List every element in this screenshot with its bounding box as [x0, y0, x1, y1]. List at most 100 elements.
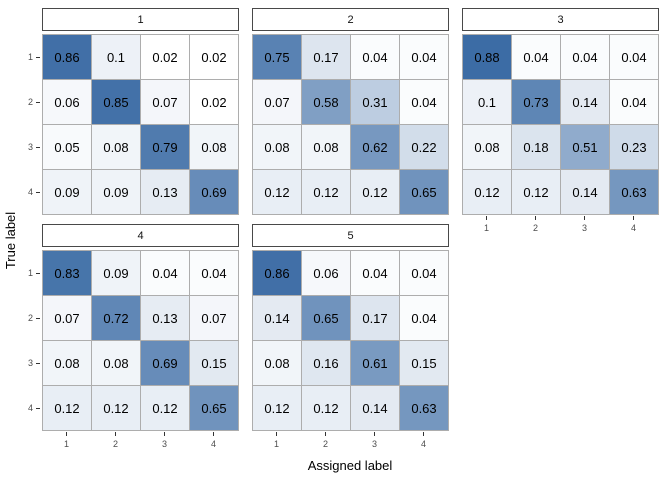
y-tick-label: 2: [27, 313, 33, 323]
x-tick-mark: [423, 432, 424, 436]
confusion-matrix-grid: 0.86 0.1 0.02 0.02 0.06 0.85 0.07 0.02 0.05 0.08 0…: [28, 34, 239, 215]
matrix-cell: 0.18: [512, 125, 561, 170]
facet-strip-label: 1: [137, 13, 144, 26]
matrix-cell: 0.04: [400, 296, 449, 341]
matrix-cell: 0.08: [92, 341, 141, 386]
matrix-cell: 0.04: [610, 80, 659, 125]
y-tick-mark: [36, 147, 40, 148]
x-tick-mark: [276, 432, 277, 436]
matrix-cell: 0.69: [141, 341, 190, 386]
matrix-cell: 0.07: [43, 296, 92, 341]
facet-strip-label: 5: [347, 229, 354, 242]
x-tick-label: 4: [420, 439, 426, 449]
matrix-cell: 0.23: [610, 125, 659, 170]
matrix-cell: 0.65: [302, 296, 351, 341]
matrix-cell: 0.1: [463, 80, 512, 125]
y-tick-label: 1: [27, 52, 33, 62]
matrix-cell: 0.69: [190, 170, 239, 215]
matrix-cell: 0.22: [400, 125, 449, 170]
matrix-cell: 0.14: [561, 170, 610, 215]
matrix-cell: 0.12: [92, 386, 141, 431]
matrix-cell: 0.72: [92, 296, 141, 341]
matrix-cell: 0.08: [92, 125, 141, 170]
matrix-cell: 0.04: [190, 251, 239, 296]
confusion-matrix-grid: 0.83 0.09 0.04 0.04 0.07 0.72 0.13 0.07 0.08 0.08…: [28, 250, 239, 431]
y-tick-mark: [36, 318, 40, 319]
y-tick-label: 2: [27, 97, 33, 107]
matrix-cell: 0.15: [190, 341, 239, 386]
matrix-cell: 0.86: [43, 35, 92, 80]
matrix-cell: 0.12: [463, 170, 512, 215]
y-tick-mark: [36, 363, 40, 364]
x-tick-mark: [374, 432, 375, 436]
x-tick-label: 1: [273, 439, 279, 449]
facet-panel-1: 1 0.86 0.1 0.02 0.02 0.06 0.85 0.07 0.02 0.05 0.0…: [28, 8, 239, 215]
matrix-cell: 0.73: [512, 80, 561, 125]
x-tick-label: 1: [483, 223, 489, 233]
y-tick-label: 4: [27, 403, 33, 413]
x-tick-label: 2: [112, 439, 118, 449]
matrix-cell: 0.08: [253, 341, 302, 386]
y-tick-label: 1: [27, 268, 33, 278]
matrix-cell: 0.12: [253, 386, 302, 431]
confusion-matrix-grid: 0.75 0.17 0.04 0.04 0.07 0.58 0.31 0.04 0.08 0.08…: [252, 34, 449, 215]
matrix-cell: 0.07: [253, 80, 302, 125]
matrix-cell: 0.31: [351, 80, 400, 125]
matrix-cell: 0.04: [400, 35, 449, 80]
matrix-cell: 0.04: [561, 35, 610, 80]
matrix-cell: 0.13: [141, 296, 190, 341]
x-tick-mark: [486, 216, 487, 220]
y-tick-label: 3: [27, 358, 33, 368]
x-tick-label: 3: [371, 439, 377, 449]
y-tick-mark: [36, 192, 40, 193]
confusion-matrix-grid: 0.88 0.04 0.04 0.04 0.1 0.73 0.14 0.04 0.08 0.18 0…: [462, 34, 659, 215]
x-axis-title: Assigned label: [307, 458, 393, 473]
matrix-cell: 0.02: [141, 35, 190, 80]
matrix-cell: 0.58: [302, 80, 351, 125]
x-axis: 1 2 3 4: [42, 431, 239, 455]
y-tick-mark: [36, 408, 40, 409]
matrix-cell: 0.12: [302, 386, 351, 431]
facet-strip: 3: [462, 8, 659, 31]
matrix-cell: 0.12: [512, 170, 561, 215]
matrix-cell: 0.08: [190, 125, 239, 170]
matrix-cell: 0.88: [463, 35, 512, 80]
matrix-cell: 0.83: [43, 251, 92, 296]
matrix-cell: 0.07: [190, 296, 239, 341]
facet-panel-5: 5 0.86 0.06 0.04 0.04 0.14 0.65 0.17 0.04 0.08 0.…: [252, 224, 449, 455]
matrix-cell: 0.14: [561, 80, 610, 125]
matrix-cell: 0.04: [351, 251, 400, 296]
x-tick-mark: [584, 216, 585, 220]
matrix-cell: 0.04: [141, 251, 190, 296]
facet-strip-label: 3: [557, 13, 564, 26]
x-tick-label: 1: [63, 439, 69, 449]
matrix-cell: 0.08: [253, 125, 302, 170]
matrix-cell: 0.17: [351, 296, 400, 341]
x-tick-mark: [164, 432, 165, 436]
x-tick-mark: [535, 216, 536, 220]
facet-strip: 5: [252, 224, 449, 247]
x-tick-mark: [325, 432, 326, 436]
matrix-cell: 0.09: [43, 170, 92, 215]
x-tick-mark: [633, 216, 634, 220]
matrix-cell: 0.14: [253, 296, 302, 341]
matrix-cell: 0.15: [400, 341, 449, 386]
y-axis-title-text: True label: [3, 211, 19, 269]
matrix-cell: 0.12: [302, 170, 351, 215]
facet-panel-3: 3 0.88 0.04 0.04 0.04 0.1 0.73 0.14 0.04 0.08 0.1…: [462, 8, 659, 239]
matrix-cell: 0.06: [302, 251, 351, 296]
matrix-cell: 0.04: [610, 35, 659, 80]
matrix-cell: 0.51: [561, 125, 610, 170]
matrix-cell: 0.12: [351, 170, 400, 215]
facet-panel-2: 2 0.75 0.17 0.04 0.04 0.07 0.58 0.31 0.04 0.08 0.…: [252, 8, 449, 215]
matrix-cell: 0.09: [92, 170, 141, 215]
x-tick-label: 2: [322, 439, 328, 449]
x-axis: 1 2 3 4: [252, 431, 449, 455]
y-tick-label: 3: [27, 142, 33, 152]
matrix-cell: 0.65: [190, 386, 239, 431]
matrix-cell: 0.04: [512, 35, 561, 80]
matrix-cell: 0.86: [253, 251, 302, 296]
matrix-cell: 0.16: [302, 341, 351, 386]
matrix-cell: 0.65: [400, 170, 449, 215]
